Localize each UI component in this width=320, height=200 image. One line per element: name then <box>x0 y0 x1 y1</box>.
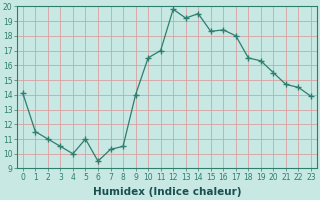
X-axis label: Humidex (Indice chaleur): Humidex (Indice chaleur) <box>93 187 241 197</box>
